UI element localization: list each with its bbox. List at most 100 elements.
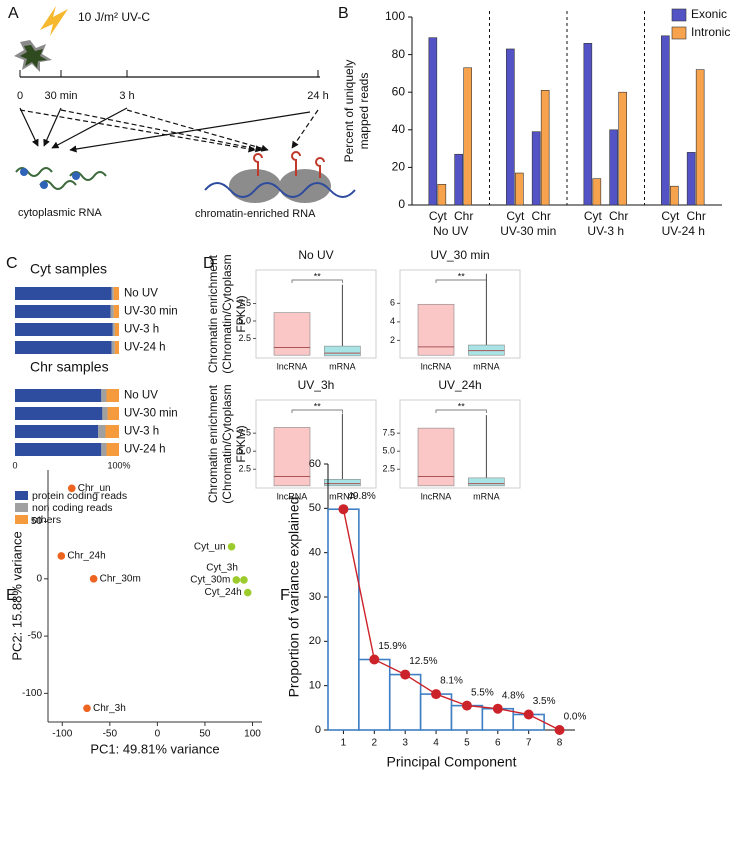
legend-label: protein coding reads [32,490,127,502]
bar [515,172,524,206]
timepoint: 24 h [307,90,328,102]
point [338,504,349,515]
panel-a-diagram: 10 J/m² UV-C 0 30 min 3 h 24 h cytoplasm… [14,6,356,220]
arrow [60,109,263,153]
legend-label: non coding reads [32,502,113,514]
bar [583,43,593,206]
y-axis-label: (Chromatin/Cytoplasm [220,254,234,373]
y-tick-label: 2.5 [382,464,395,474]
y-axis-label: mapped reads [357,73,371,150]
box [273,312,311,356]
box [324,345,361,357]
panel-letter: E [6,587,17,604]
y-tick-label: 2 [390,335,395,345]
panel-letter: D [203,255,215,272]
bar [506,48,515,206]
significance-bracket [435,279,487,283]
bar [686,152,696,206]
point-label: Chr_3h [93,703,126,714]
y-tick-label: 2.5 [238,464,251,474]
category-label: UV-24 h [124,342,166,354]
bar [540,90,550,206]
timepoint: 3 h [119,90,134,102]
y-axis-label: Percent of uniquely [342,60,356,163]
nucleosome [279,169,331,203]
y-tick-label: 7.5 [238,298,251,308]
panel-letter: A [8,5,19,22]
significance-label: ** [314,271,322,281]
point [240,576,248,584]
category-label: UV-30 min [124,408,178,420]
y-tick-label: 7.5 [382,428,395,438]
category-label: lncRNA [421,361,452,371]
point [89,575,98,583]
point [227,542,236,551]
category-label: Chr [609,209,628,223]
category-label: Cyt [429,209,448,223]
bar-segment [111,287,114,300]
significance-bracket [291,409,343,413]
bar [661,35,670,206]
arrow [69,111,311,153]
bar [463,67,472,206]
subplot-title: No UV [298,248,333,262]
rna-hairpin [291,151,301,176]
bar [419,693,453,731]
y-tick-label: 7.5 [238,428,251,438]
arrow [126,109,269,152]
legend-swatch [671,8,687,22]
bar-segment [106,443,119,456]
box [417,427,455,487]
x-tick-label: 0 [155,729,161,740]
arrow [291,109,319,149]
rna [15,167,53,177]
bar [670,185,679,206]
nucleosome [229,169,281,203]
y-axis-label: FPKM) [234,295,248,332]
x-tick-label: 6 [495,738,501,749]
panel-letter: F [280,587,290,604]
value-label: 4.8% [502,690,525,701]
fraction-label: chromatin-enriched RNA [195,208,316,220]
y-axis-label: Chromatin enrichment [206,254,220,373]
y-tick-label: 0 [36,573,42,584]
bar-segment [15,425,99,438]
point [232,576,241,584]
x-tick-label: 0 [12,460,17,470]
group-label: UV-3 h [587,224,624,238]
point [243,588,252,597]
point [57,552,66,560]
point [83,704,91,713]
bar-segment [113,287,119,300]
category-label: UV-24 h [124,444,166,456]
category-label: Cyt [506,209,525,223]
uv-icon [40,6,68,36]
bar [695,69,705,206]
rna-cap [40,181,48,189]
group-label: No UV [433,224,468,238]
value-label: 49.8% [347,491,375,502]
legend-label: Intronic [691,25,730,39]
rna [39,180,77,190]
bar-segment [105,425,119,438]
y-tick-label: 50 [309,502,321,514]
subplot-title: UV_24h [438,378,481,392]
bar-segment [111,341,115,354]
x-tick-label: 1 [341,738,347,749]
significance-label: ** [314,401,322,411]
bar [358,658,391,731]
y-tick-label: 2.5 [238,333,251,343]
category-label: mRNA [329,361,356,371]
panel-letter: B [338,5,349,22]
point [523,709,534,720]
point-label: Cyt_un [194,541,226,552]
value-label: 8.1% [440,676,463,687]
x-tick-label: 100 [244,729,261,740]
significance-label: ** [458,401,466,411]
point-label: Chr_un [78,483,111,494]
bar [618,91,627,206]
bar-segment [110,305,114,318]
significance-bracket [435,409,487,413]
y-tick-label: 0 [398,197,405,211]
